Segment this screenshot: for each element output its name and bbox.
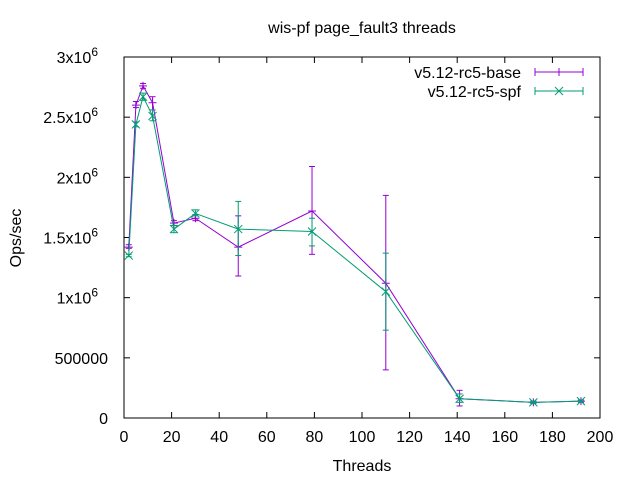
legend-label: v5.12-rc5-base [414, 65, 521, 82]
data-point [148, 109, 157, 122]
y-tick-label: 500000 [55, 351, 108, 368]
point-marker-b [307, 227, 317, 236]
data-point [131, 120, 141, 129]
y-tick-label: 3x106 [57, 45, 99, 67]
legend-label: v5.12-rc5-spf [428, 84, 522, 101]
point-marker-b [233, 224, 243, 234]
x-tick-label: 80 [306, 429, 324, 446]
point-marker-b [131, 120, 141, 129]
point-marker-b [138, 92, 148, 102]
y-tick-mantissa: 1.5x10 [43, 231, 91, 248]
data-point [169, 224, 179, 234]
y-tick-mantissa: 1x10 [57, 291, 92, 308]
x-tick-label: 0 [120, 429, 129, 446]
legend: v5.12-rc5-base v5.12-rc5-spf [414, 65, 584, 101]
y-tick-mantissa: 2.5x10 [43, 110, 91, 127]
point-marker-b [529, 398, 538, 407]
data-point [139, 81, 148, 90]
point-marker-b [148, 111, 157, 121]
x-axis-label: Threads [333, 458, 392, 475]
legend-marker-b [554, 86, 564, 96]
data-point [233, 200, 243, 257]
y-tick-exponent: 6 [91, 165, 98, 179]
y-tick-label: 1.5x106 [43, 226, 98, 248]
x-tick-label: 20 [163, 429, 181, 446]
data-point [124, 251, 134, 260]
y-tick-exponent: 6 [91, 286, 98, 300]
chart-title: wis-pf page_fault3 threads [267, 20, 456, 37]
y-tick-exponent: 6 [91, 226, 98, 240]
data-point [191, 209, 200, 218]
data-point [138, 92, 148, 102]
point-marker-b [124, 251, 134, 260]
series-line [128, 95, 581, 403]
y-tick-exponent: 6 [91, 45, 98, 59]
y-tick-label: 2.5x106 [43, 105, 98, 127]
x-tick-label: 60 [258, 429, 276, 446]
y-tick-label: 1x106 [57, 286, 99, 308]
data-point [381, 252, 391, 331]
x-tick-label: 180 [539, 429, 566, 446]
x-tick-label: 200 [587, 429, 614, 446]
y-axis-label: Ops/sec [8, 209, 25, 268]
y-tick-label: 0 [99, 411, 108, 428]
series-v5.12-rc5-base [124, 81, 585, 407]
y-tick-mantissa: 2x10 [57, 170, 92, 187]
point-marker-b [381, 287, 391, 297]
series-layer [124, 81, 586, 407]
data-point [529, 398, 538, 407]
x-tick-label: 40 [210, 429, 228, 446]
point-marker-b [576, 396, 586, 406]
y-tick-exponent: 6 [91, 105, 98, 119]
series-v5.12-rc5-spf [124, 92, 586, 407]
x-tick-label: 120 [396, 429, 423, 446]
y-tick-mantissa: 0 [99, 411, 108, 428]
series-line [128, 84, 581, 403]
y-tick-label: 2x106 [57, 165, 99, 187]
y-tick-mantissa: 500000 [55, 351, 108, 368]
x-tick-label: 140 [444, 429, 471, 446]
point-marker-b [191, 209, 200, 218]
point-marker-b [169, 224, 179, 234]
data-point [307, 217, 317, 247]
x-axis-ticks: 0 20 40 60 80 100 120 140 160 180 200 [120, 57, 614, 446]
x-tick-label: 160 [491, 429, 518, 446]
plot-frame [123, 56, 601, 419]
data-point [455, 393, 464, 404]
data-point [576, 396, 586, 406]
x-tick-label: 100 [349, 429, 376, 446]
y-tick-mantissa: 3x10 [57, 50, 92, 67]
point-marker-b [455, 394, 464, 404]
data-point [131, 101, 140, 110]
